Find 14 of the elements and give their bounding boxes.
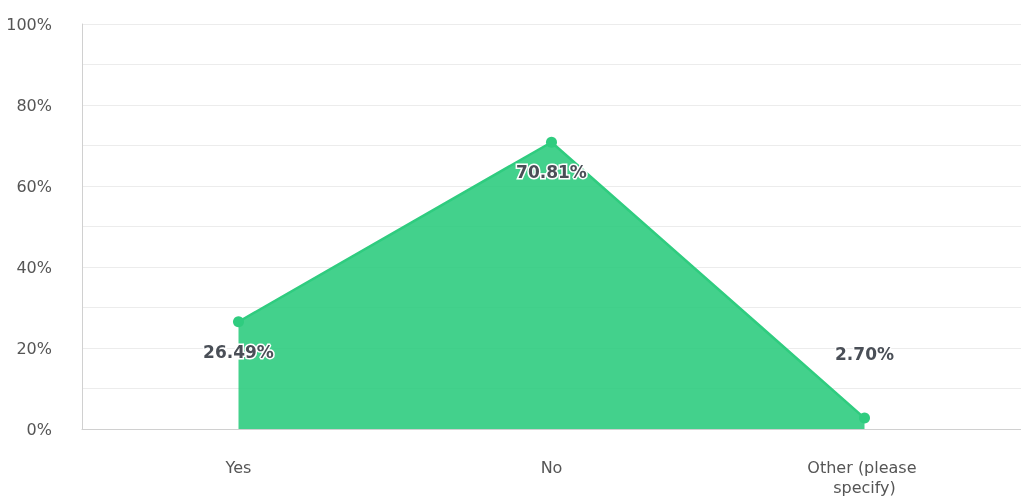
x-tick-label: No: [540, 457, 563, 477]
y-tick-label: 60%: [16, 176, 52, 196]
y-tick-label: 40%: [16, 257, 52, 277]
x-tick-label: Other (please specify): [807, 457, 922, 497]
y-tick-label: 20%: [16, 338, 52, 358]
y-tick-label: 0%: [26, 419, 52, 439]
data-label: 70.81%: [516, 162, 587, 183]
y-tick-label: 80%: [16, 95, 52, 115]
y-tick-label: 100%: [6, 14, 52, 34]
x-tick-label: Yes: [224, 457, 252, 477]
point: [859, 412, 870, 424]
data-label: 2.70%: [835, 344, 894, 365]
point: [233, 316, 244, 328]
point: [546, 136, 557, 148]
